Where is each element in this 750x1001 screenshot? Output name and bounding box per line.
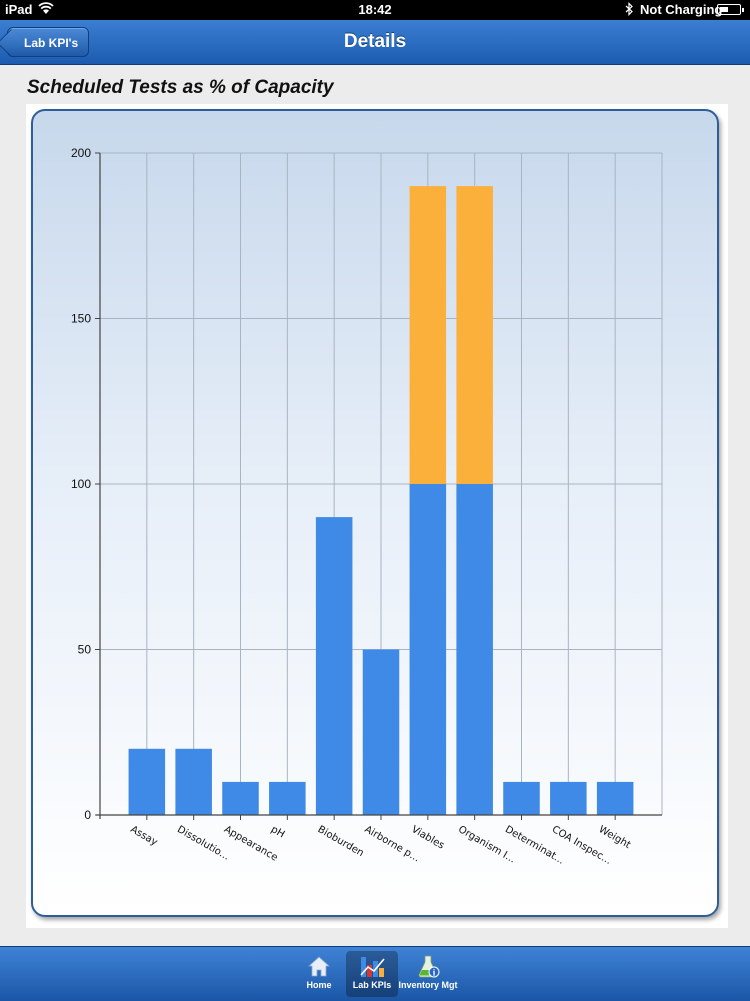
tab-label: Inventory Mgt: [398, 980, 458, 990]
battery-icon: [717, 4, 744, 15]
chart-icon: [360, 957, 385, 977]
chart-title: Scheduled Tests as % of Capacity: [27, 77, 334, 98]
bar-primary: [315, 517, 353, 815]
carrier-label: iPad: [5, 2, 33, 17]
y-tick-label: 200: [71, 146, 91, 160]
x-tick-label: Bioburden: [316, 824, 366, 859]
bluetooth-icon: [625, 2, 633, 16]
tab-lab-kpis[interactable]: Lab KPIs: [346, 951, 398, 997]
x-tick-label: Assay: [128, 824, 159, 848]
y-tick-label: 150: [71, 312, 91, 326]
page-title: Details: [343, 31, 407, 52]
bar-primary: [222, 781, 259, 815]
bar-primary: [409, 484, 447, 815]
back-button-label: Lab KPI's: [24, 36, 79, 50]
x-tick-label: pH: [269, 824, 287, 840]
tab-inventory-mgt[interactable]: i Inventory Mgt: [398, 951, 458, 997]
tab-bar: Home Lab KPIs i Inventory Mgt: [0, 946, 750, 1001]
bar-primary: [269, 781, 306, 815]
y-tick-label: 50: [78, 643, 92, 657]
navigation-bar: Lab KPI's Details: [0, 20, 750, 65]
battery-level: [720, 7, 728, 12]
home-icon: [307, 956, 331, 977]
clock: 18:42: [358, 2, 392, 17]
bar-secondary: [409, 186, 447, 484]
tab-label: Home: [306, 980, 332, 990]
bar-primary: [362, 649, 400, 815]
battery-status-text: Not Charging: [640, 2, 723, 17]
y-tick-label: 0: [84, 808, 91, 822]
wifi-icon: [38, 2, 54, 14]
chart-card: 0 50 100 150 200 Assay Dissolutio... Appearance…: [31, 109, 719, 917]
bar-primary: [175, 748, 212, 815]
bar-primary: [456, 484, 493, 815]
x-tick-label: Dissolutio...: [175, 824, 231, 863]
back-button[interactable]: Lab KPI's: [7, 27, 90, 57]
x-tick-label: Viables: [409, 824, 446, 852]
chart-panel: 0 50 100 150 200 Assay Dissolutio... Appearance…: [26, 104, 728, 928]
bar-primary: [550, 781, 587, 815]
bar-primary: [596, 781, 634, 815]
status-bar: iPad 18:42 Not Charging: [0, 0, 750, 20]
bar-secondary: [456, 186, 493, 484]
tab-home[interactable]: Home: [301, 951, 337, 997]
svg-text:i: i: [433, 968, 436, 978]
flask-icon: i: [418, 955, 440, 978]
y-tick-label: 100: [71, 477, 91, 491]
tab-label: Lab KPIs: [352, 980, 392, 990]
x-tick-label: Weight: [597, 824, 633, 851]
bar-primary: [128, 748, 166, 815]
bar-primary: [503, 781, 540, 815]
